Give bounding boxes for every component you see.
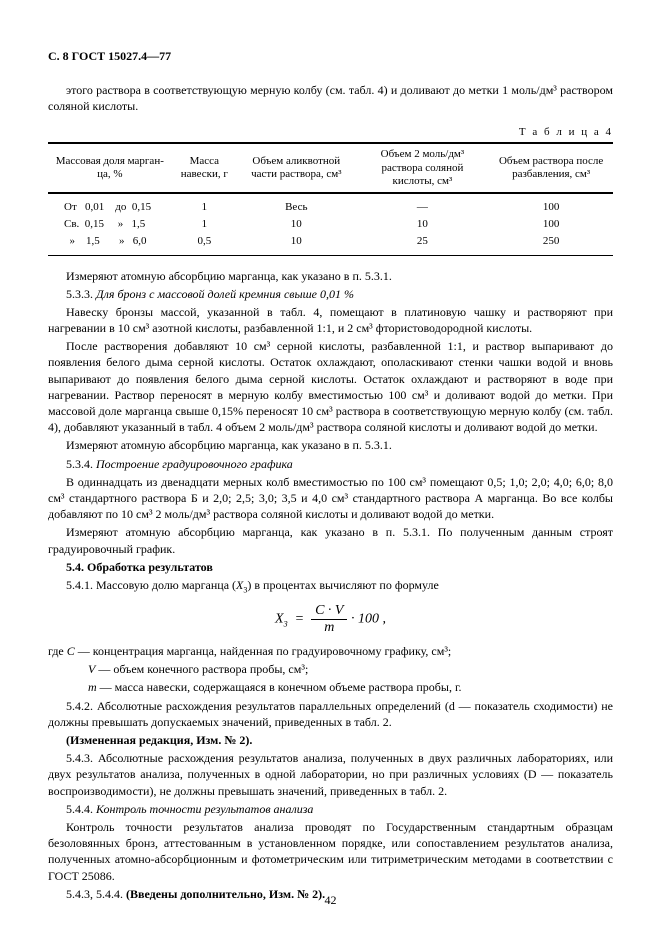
- body-paragraph: После растворения добавляют 10 см³ серно…: [48, 338, 613, 435]
- cell: 10: [237, 216, 356, 233]
- formula: X3 = C · Vm · 100 ,: [48, 604, 613, 635]
- body-paragraph: 5.3.4. Построение градуировочного график…: [48, 456, 613, 472]
- body-paragraph: Измеряют атомную абсорбцию марганца, как…: [48, 524, 613, 556]
- cell: —: [356, 193, 490, 216]
- page-header: С. 8 ГОСТ 15027.4—77: [48, 48, 613, 64]
- cell: Весь: [237, 193, 356, 216]
- cell: 1: [172, 216, 237, 233]
- table-row: Св. 0,15 » 1,5 1 10 10 100: [48, 216, 613, 233]
- body-paragraph: Измеряют атомную абсорбцию марганца, как…: [48, 268, 613, 284]
- section-heading: 5.4. Обработка результатов: [48, 559, 613, 575]
- data-table: Массовая доля марган- ца, % Масса навеск…: [48, 142, 613, 255]
- cell: 10: [237, 233, 356, 255]
- body-paragraph: 5.3.3. Для бронз с массовой долей кремни…: [48, 286, 613, 302]
- table-row: От 0,01 до 0,15 1 Весь — 100: [48, 193, 613, 216]
- cell: От 0,01 до 0,15: [48, 193, 172, 216]
- body-paragraph: Измеряют атомную абсорбцию марганца, как…: [48, 437, 613, 453]
- cell: 10: [356, 216, 490, 233]
- table-row: » 1,5 » 6,0 0,5 10 25 250: [48, 233, 613, 255]
- body-paragraph: Навеску бронзы массой, указанной в табл.…: [48, 304, 613, 336]
- col-header: Масса навески, г: [172, 143, 237, 193]
- table-label: Т а б л и ц а 4: [48, 125, 613, 140]
- body-paragraph: 5.4.2. Абсолютные расхождения результато…: [48, 698, 613, 730]
- body-paragraph: Контроль точности результатов анализа пр…: [48, 819, 613, 884]
- definitions: где C — концентрация марганца, найденная…: [48, 643, 613, 696]
- body-paragraph: 5.4.3. Абсолютные расхождения результато…: [48, 750, 613, 799]
- cell: Св. 0,15 » 1,5: [48, 216, 172, 233]
- cell: 100: [489, 216, 613, 233]
- col-header: Объем раствора после разбавления, см³: [489, 143, 613, 193]
- cell: 25: [356, 233, 490, 255]
- page-number: 42: [0, 892, 661, 908]
- body-paragraph: 5.4.4. Контроль точности результатов ана…: [48, 801, 613, 817]
- cell: 1: [172, 193, 237, 216]
- col-header: Массовая доля марган- ца, %: [48, 143, 172, 193]
- col-header: Объем 2 моль/дм³ раствора соляной кислот…: [356, 143, 490, 193]
- cell: » 1,5 » 6,0: [48, 233, 172, 255]
- body-paragraph: 5.4.1. Массовую долю марганца (X3) в про…: [48, 577, 613, 596]
- intro-paragraph: этого раствора в соответствующую мерную …: [48, 82, 613, 114]
- body-paragraph: (Измененная редакция, Изм. № 2).: [48, 732, 613, 748]
- cell: 250: [489, 233, 613, 255]
- col-header: Объем аликвотной части раствора, см³: [237, 143, 356, 193]
- body-paragraph: В одиннадцать из двенадцати мерных колб …: [48, 474, 613, 523]
- cell: 100: [489, 193, 613, 216]
- cell: 0,5: [172, 233, 237, 255]
